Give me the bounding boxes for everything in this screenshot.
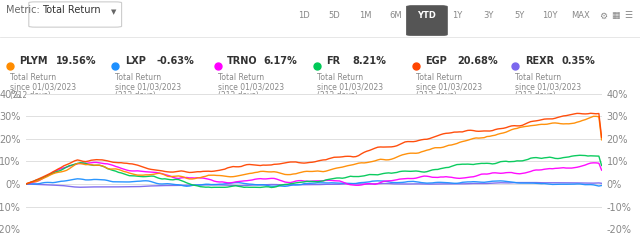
Text: MAX: MAX [571,11,590,20]
FancyBboxPatch shape [406,6,447,36]
Text: Total Return: Total Return [115,73,161,82]
Text: Metric:: Metric: [6,5,40,15]
Text: Total Return: Total Return [42,5,100,15]
Text: 1Y: 1Y [452,11,463,20]
Text: 10Y: 10Y [542,11,557,20]
Text: -0.63%: -0.63% [156,56,194,66]
Text: Total Return: Total Return [218,73,264,82]
Text: 5D: 5D [329,11,340,20]
Text: (212 days): (212 days) [218,91,259,100]
Text: (212 days): (212 days) [515,91,556,100]
Text: 6M: 6M [390,11,403,20]
Text: since 01/03/2023: since 01/03/2023 [10,82,76,91]
Text: PLYM: PLYM [19,56,48,66]
FancyBboxPatch shape [29,2,122,27]
Text: since 01/03/2023: since 01/03/2023 [515,82,581,91]
Text: ▦: ▦ [611,11,620,20]
Text: TRNO: TRNO [227,56,258,66]
Text: 0.35%: 0.35% [561,56,595,66]
Text: 3Y: 3Y [483,11,493,20]
Text: (212 days): (212 days) [10,91,51,100]
Text: since 01/03/2023: since 01/03/2023 [218,82,284,91]
Text: EGP: EGP [426,56,447,66]
Text: 1D: 1D [298,11,310,20]
Text: 19.56%: 19.56% [56,56,96,66]
Text: (212 days): (212 days) [416,91,457,100]
Text: Total Return: Total Return [10,73,56,82]
Text: (212 days): (212 days) [317,91,358,100]
Text: since 01/03/2023: since 01/03/2023 [416,82,482,91]
Text: ⚙: ⚙ [599,11,607,20]
Text: ☰: ☰ [625,11,632,20]
Text: 20.68%: 20.68% [457,56,497,66]
Text: 8.21%: 8.21% [353,56,387,66]
Text: REXR: REXR [525,56,554,66]
Text: (212 days): (212 days) [115,91,156,100]
Text: Total Return: Total Return [515,73,561,82]
Text: 6.17%: 6.17% [264,56,298,66]
Text: Total Return: Total Return [317,73,363,82]
Text: 1M: 1M [359,11,372,20]
Text: since 01/03/2023: since 01/03/2023 [115,82,181,91]
Text: ▼: ▼ [111,10,116,16]
Text: LXP: LXP [125,56,146,66]
Text: since 01/03/2023: since 01/03/2023 [317,82,383,91]
Text: FR: FR [326,56,340,66]
Text: Total Return: Total Return [416,73,462,82]
Text: 5Y: 5Y [514,11,524,20]
Text: YTD: YTD [417,11,436,20]
